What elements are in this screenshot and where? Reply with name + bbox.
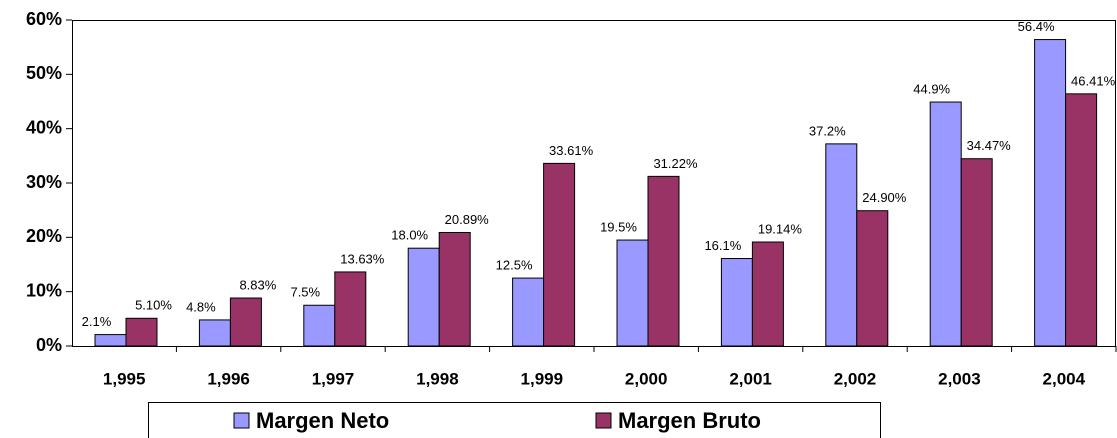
bar	[856, 210, 889, 347]
value-label: 20.89%	[445, 212, 490, 227]
bar	[543, 162, 576, 347]
x-tick-label: 2,000	[625, 369, 668, 388]
value-label: 33.61%	[549, 143, 594, 158]
value-label: 37.2%	[809, 123, 846, 138]
y-tick-label: 20%	[26, 226, 62, 246]
bar	[720, 258, 753, 347]
bar	[94, 334, 127, 347]
value-label: 46.41%	[1071, 73, 1116, 88]
bar	[751, 241, 784, 347]
value-label: 44.9%	[913, 81, 950, 96]
legend-label: Margen Bruto	[618, 408, 761, 433]
x-tick-label: 2,004	[1043, 369, 1086, 388]
y-tick-label: 40%	[26, 117, 62, 137]
bar	[512, 277, 545, 347]
bar	[960, 158, 993, 347]
bar	[1065, 93, 1098, 347]
x-tick-label: 1,995	[103, 369, 146, 388]
bar	[303, 304, 336, 347]
y-tick-label: 10%	[26, 280, 62, 300]
value-label: 19.5%	[600, 219, 637, 234]
y-tick-label: 0%	[36, 335, 62, 355]
legend-swatch	[595, 412, 612, 429]
bar	[125, 317, 158, 347]
bar	[407, 247, 440, 347]
legend-label: Margen Neto	[256, 408, 389, 433]
value-label: 2.1%	[82, 314, 112, 329]
x-tick-label: 1,997	[312, 369, 355, 388]
bar	[616, 239, 649, 347]
x-tick-label: 1,999	[521, 369, 564, 388]
value-label: 4.8%	[186, 299, 216, 314]
value-label: 19.14%	[758, 221, 803, 236]
legend-box	[148, 402, 881, 438]
value-label: 31.22%	[653, 156, 698, 171]
y-tick-label: 50%	[26, 63, 62, 83]
value-label: 13.63%	[340, 251, 385, 266]
bar	[229, 297, 262, 347]
value-label: 24.90%	[862, 190, 907, 205]
value-label: 56.4%	[1018, 19, 1055, 34]
value-label: 34.47%	[967, 138, 1012, 153]
value-label: 5.10%	[135, 298, 172, 313]
bar	[647, 175, 680, 347]
value-label: 7.5%	[290, 285, 320, 300]
x-tick-label: 1,996	[207, 369, 250, 388]
value-label: 16.1%	[704, 238, 741, 253]
x-tick-label: 2,003	[938, 369, 981, 388]
y-tick-label: 60%	[26, 9, 62, 29]
x-tick-label: 1,998	[416, 369, 459, 388]
bar	[825, 143, 858, 347]
y-tick-label: 30%	[26, 172, 62, 192]
bar	[198, 319, 231, 347]
bar	[1034, 39, 1067, 347]
legend-swatch	[233, 412, 250, 429]
value-label: 18.0%	[391, 228, 428, 243]
bar	[334, 271, 367, 347]
value-label: 12.5%	[496, 258, 533, 273]
x-tick-label: 2,001	[729, 369, 772, 388]
value-label: 8.83%	[239, 277, 276, 292]
bar	[438, 231, 471, 347]
bar	[929, 101, 962, 347]
x-tick-label: 2,002	[834, 369, 877, 388]
